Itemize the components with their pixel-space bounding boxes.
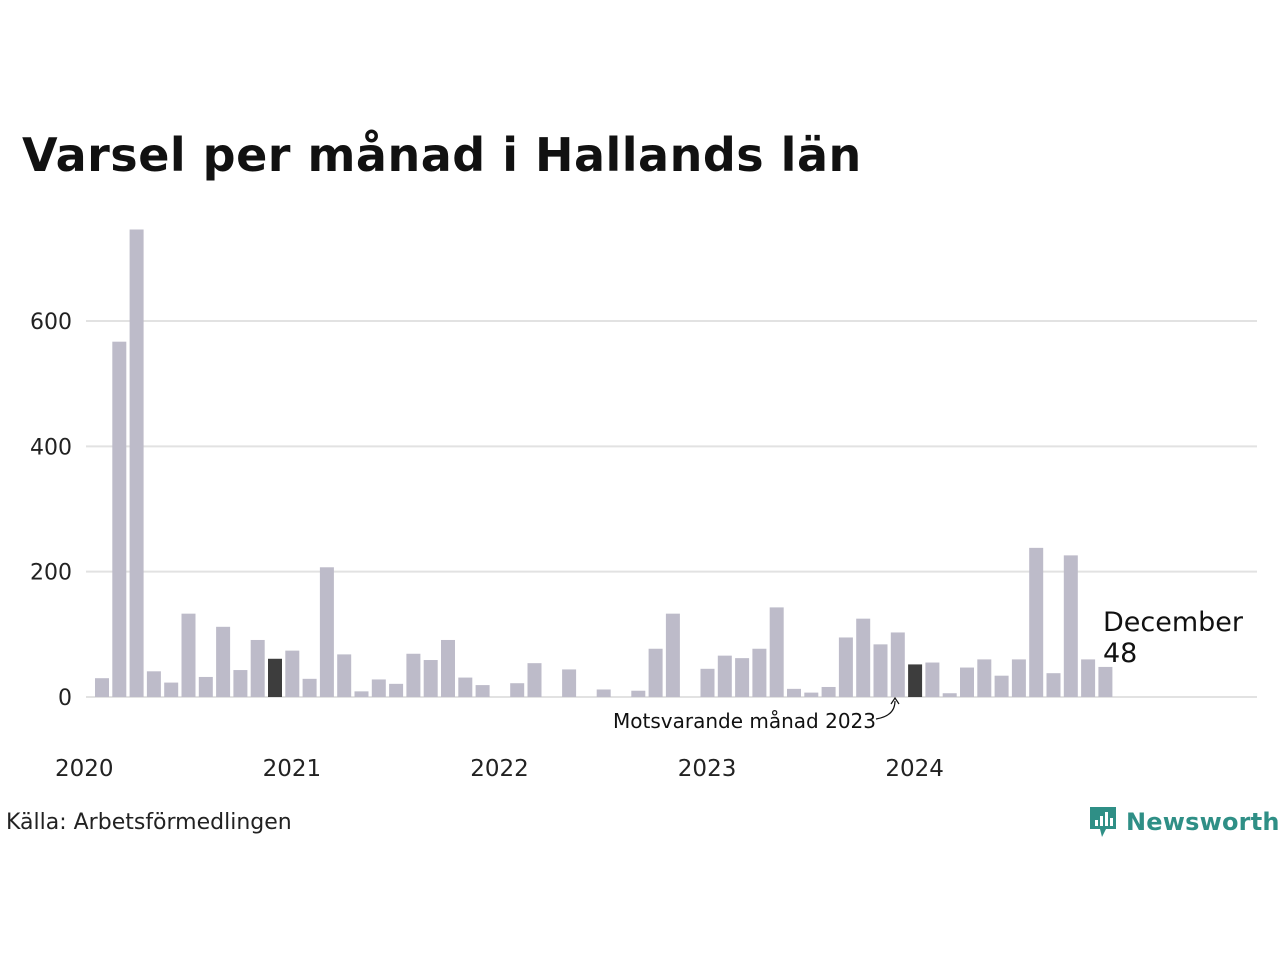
bar: [354, 691, 369, 697]
bar: [198, 676, 213, 697]
bar: [977, 659, 992, 697]
bar: [717, 655, 732, 697]
bar: [665, 613, 680, 697]
bar: [233, 670, 248, 697]
bar: [821, 686, 836, 697]
bar: [752, 648, 767, 697]
bar: [925, 662, 940, 697]
bar: [181, 613, 196, 697]
y-tick-label: 600: [30, 310, 72, 335]
bar: [1063, 555, 1078, 697]
bar: [596, 689, 611, 697]
bar: [216, 626, 231, 697]
x-tick-label: 2021: [263, 756, 322, 782]
bar: [510, 683, 525, 697]
y-tick-label: 200: [30, 561, 72, 586]
bars: [95, 229, 1113, 698]
bar: [838, 637, 853, 697]
bar: [527, 663, 542, 697]
annotation-arrow: [875, 700, 896, 720]
bar: [406, 653, 421, 697]
source-note: Källa: Arbetsförmedlingen: [6, 810, 292, 835]
bar: [337, 654, 352, 697]
brand-name: Newsworthy: [1126, 808, 1280, 836]
highlight-value: 48: [1103, 638, 1137, 669]
bar: [129, 229, 144, 698]
x-tick-label: 2020: [55, 756, 114, 782]
y-tick-label: 0: [58, 686, 72, 711]
compare-bar: [908, 664, 923, 697]
bar: [146, 671, 161, 697]
bar: [475, 685, 490, 697]
bar: [423, 660, 438, 697]
bar: [562, 669, 577, 697]
bar: [873, 644, 888, 697]
chart-title: Varsel per månad i Hallands län: [22, 128, 862, 182]
bar: [285, 650, 300, 697]
brand-logo: Newsworthy: [1088, 804, 1280, 840]
bar: [631, 690, 646, 697]
bar: [302, 678, 317, 697]
bar: [804, 692, 819, 697]
bar: [856, 618, 871, 697]
highlight-label: December: [1103, 607, 1244, 638]
bar: [1011, 659, 1026, 697]
x-tick-label: 2022: [470, 756, 529, 782]
bar: [95, 678, 109, 697]
bar: [1098, 666, 1113, 697]
y-tick-label: 400: [30, 435, 72, 460]
newsworthy-logo-icon: [1090, 807, 1116, 837]
bar: [164, 682, 179, 697]
y-axis-ticks: 0 200 400 600: [30, 310, 72, 711]
bar: [389, 683, 404, 697]
bar: [942, 693, 957, 697]
bar: [700, 668, 715, 697]
bar: [890, 632, 905, 697]
bar: [319, 567, 334, 697]
bar: [769, 607, 784, 697]
bar: [1029, 547, 1044, 697]
bar: [371, 679, 386, 697]
bar-chart: 0 200 400 600 2020 2021 2022 2023 2024 December…: [30, 229, 1257, 782]
compare-annotation: Motsvarande månad 2023: [613, 709, 876, 733]
bar: [1081, 659, 1096, 697]
compare-bar: [268, 658, 282, 697]
x-tick-label: 2023: [678, 756, 737, 782]
bar: [648, 648, 663, 697]
bar: [441, 639, 455, 697]
bar: [112, 341, 127, 697]
bar: [1046, 673, 1061, 697]
bar: [994, 675, 1009, 697]
bar: [458, 677, 473, 697]
bar: [250, 639, 265, 697]
annotation-arrowhead: [890, 696, 900, 705]
x-axis-ticks: 2020 2021 2022 2023 2024: [55, 756, 944, 782]
x-tick-label: 2024: [885, 756, 944, 782]
bar: [960, 667, 974, 697]
bar: [735, 658, 750, 697]
bar: [787, 688, 801, 697]
annotations: December 48 Motsvarande månad 2023: [613, 607, 1244, 733]
